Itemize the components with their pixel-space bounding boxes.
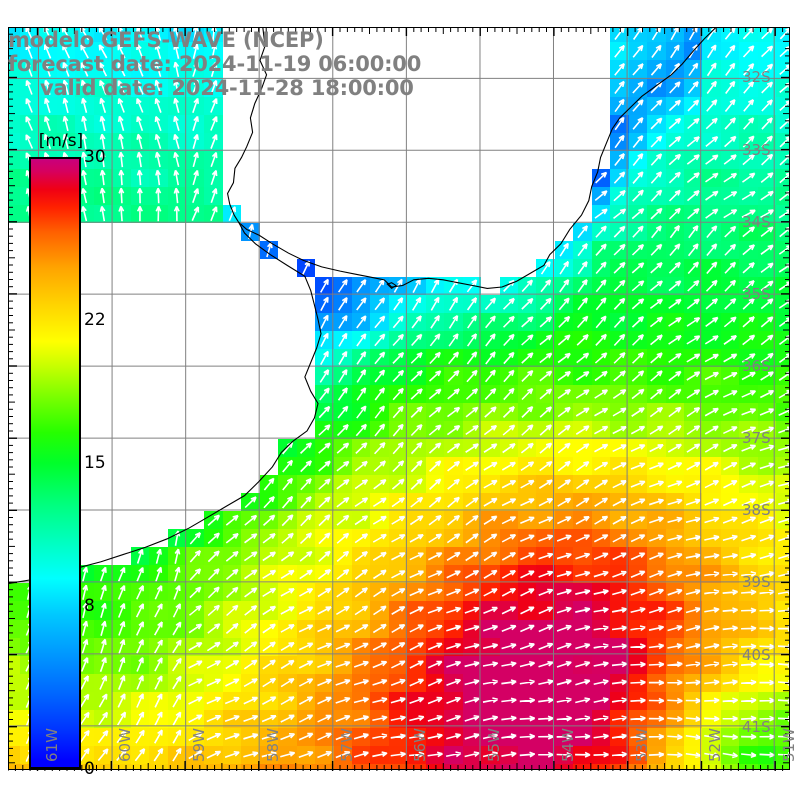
colorbar-tick-8: 8 [84,595,95,616]
map-title-block: modelo GEFS-WAVE (NCEP) forecast date: 2… [0,28,520,100]
wind-speed-field [9,28,789,769]
latitude-label-38S: 38S [742,501,771,520]
colorbar[interactable] [29,157,81,769]
colorbar-tick-22: 22 [84,310,106,331]
colorbar-tick-30: 30 [84,147,106,167]
colorbar-unit-label: [m/s] [38,131,84,151]
latitude-label-41S: 41S [742,717,771,736]
latitude-label-33S: 33S [742,140,771,159]
latitude-label-35S: 35S [742,284,771,303]
model-title: modelo GEFS-WAVE (NCEP) [8,28,324,52]
latitude-label-39S: 39S [742,573,771,592]
latitude-label-32S: 32S [742,68,771,87]
colorbar-tick-15: 15 [84,453,106,473]
longitude-label-60W: 60W [116,728,135,762]
latitude-label-40S: 40S [742,645,771,664]
latitude-label-37S: 37S [742,429,771,448]
longitude-label-56W: 56W [411,728,430,762]
longitude-label-52W: 52W [706,728,725,762]
latitude-label-34S: 34S [742,212,771,231]
longitude-label-54W: 54W [558,728,577,762]
forecast-date-label: forecast date: 2024-11-19 06:00:00 [8,52,422,76]
longitude-label-58W: 58W [263,728,282,762]
valid-date-label: valid date: 2024-11-28 18:00:00 [40,76,414,100]
longitude-label-57W: 57W [337,728,356,762]
longitude-label-51W: 51W [780,728,799,762]
map-plot-area[interactable] [8,27,790,770]
latitude-label-36S: 36S [742,357,771,376]
longitude-label-61W: 61W [42,728,61,762]
colorbar-gradient [29,157,81,769]
longitude-label-59W: 59W [190,728,209,762]
longitude-label-55W: 55W [485,728,504,762]
longitude-label-53W: 53W [632,728,651,762]
colorbar-tick-0: 0 [84,759,95,779]
